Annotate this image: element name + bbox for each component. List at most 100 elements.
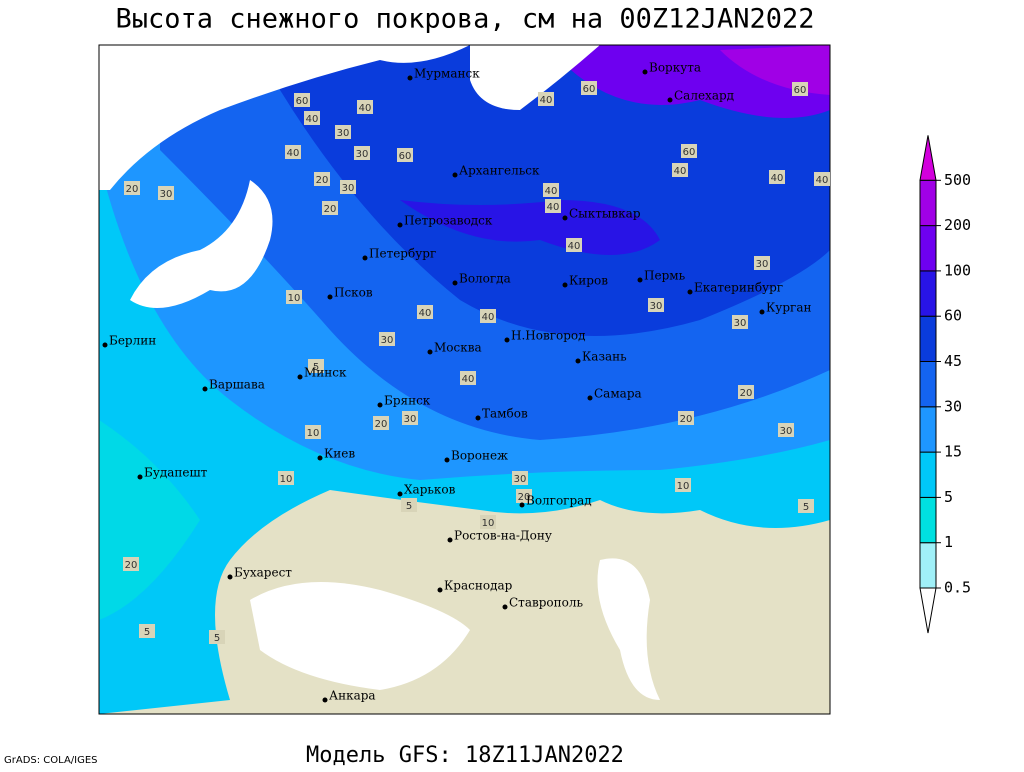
contour-label-bg (778, 423, 794, 437)
contour-label-bg (798, 499, 814, 513)
colorbar-high (919, 135, 937, 181)
colorbar-box (919, 225, 937, 272)
city-label: Казань (582, 350, 627, 364)
contour-label: 40 (482, 312, 495, 323)
city-label: Псков (334, 286, 373, 300)
city-dot (397, 222, 403, 228)
city-dot (562, 282, 568, 288)
contour-label: 10 (288, 293, 301, 304)
city-dot (452, 172, 458, 178)
colorbar-box (919, 542, 937, 589)
contour-label: 20 (316, 175, 329, 186)
contour-label-bg (357, 100, 373, 114)
city-label: Берлин (109, 334, 156, 348)
city-dot (667, 97, 673, 103)
contour-label-bg (738, 385, 754, 399)
city-dot (687, 289, 693, 295)
city-dot (447, 537, 453, 543)
contour-label-bg (285, 145, 301, 159)
contour-label-bg (379, 332, 395, 346)
city-label: Екатеринбург (694, 281, 783, 295)
contour-label: 40 (462, 374, 475, 385)
contour-label: 30 (780, 426, 793, 437)
contour-label-bg (158, 186, 174, 200)
city-dot (444, 457, 450, 463)
contour-label-bg (286, 290, 302, 304)
city-dot (575, 358, 581, 364)
city-dot (637, 277, 643, 283)
contour-label: 40 (816, 175, 829, 186)
city-label: Петрозаводск (404, 214, 493, 228)
colorbar-box (919, 315, 937, 363)
contour-label: 10 (280, 474, 293, 485)
contour-label: 30 (756, 259, 769, 270)
contour-label-bg (209, 630, 225, 644)
contour-label: 5 (803, 502, 809, 513)
contour-label: 10 (482, 518, 495, 529)
city-label: Бухарест (234, 566, 292, 580)
city-label: Пермь (644, 269, 686, 283)
city-label: Харьков (404, 483, 456, 497)
city-label: Воронеж (451, 449, 508, 463)
title: Высота снежного покрова, см на 00Z12JAN2… (116, 4, 815, 35)
contour-label: 60 (399, 151, 412, 162)
contour-label: 40 (419, 308, 432, 319)
contour-label: 60 (794, 85, 807, 96)
city-label: Сыктывкар (569, 207, 641, 221)
contour-label: 20 (518, 492, 531, 503)
contour-label-bg (123, 557, 139, 571)
city-label: Минск (304, 366, 347, 380)
contour-label: 20 (680, 414, 693, 425)
city-label: Волгоград (526, 494, 592, 508)
contour-label: 60 (683, 147, 696, 158)
city-label: Анкара (329, 689, 376, 703)
city-label: Мурманск (414, 67, 480, 81)
contour-label-bg (754, 256, 770, 270)
credit: GrADS: COLA/IGES (4, 755, 98, 766)
contour-label-bg (139, 624, 155, 638)
colorbar-box (919, 179, 937, 227)
contour-label: 30 (160, 189, 173, 200)
city-dot (642, 69, 648, 75)
contour-label: 40 (545, 186, 558, 197)
city-dot (452, 280, 458, 286)
contour-label: 40 (547, 202, 560, 213)
contour-label-bg (538, 92, 554, 106)
colorbar-label: 100 (944, 261, 971, 279)
contour-label: 40 (540, 95, 553, 106)
city-dot (322, 697, 328, 703)
contour-label-bg (732, 315, 748, 329)
contour-label-bg (417, 305, 433, 319)
colorbar-label: 15 (944, 443, 962, 461)
contour-label: 30 (404, 414, 417, 425)
city-dot (137, 474, 143, 480)
contour-label: 40 (306, 114, 319, 125)
contour-label: 60 (583, 84, 596, 95)
city-dot (362, 255, 368, 261)
city-dot (475, 415, 481, 421)
contour-label: 30 (356, 149, 369, 160)
contour-label-bg (308, 359, 324, 373)
contour-label: 40 (287, 148, 300, 159)
contour-label: 30 (342, 183, 355, 194)
contour-label-bg (278, 471, 294, 485)
city-label: Киров (569, 274, 608, 288)
contour-label-bg (304, 111, 320, 125)
contour-label: 30 (381, 335, 394, 346)
city-dot (102, 342, 108, 348)
colorbar-label: 30 (944, 397, 962, 415)
contour-label-bg (354, 146, 370, 160)
map-frame (98, 44, 831, 715)
contour-label-bg (681, 144, 697, 158)
colorbar-label: 500 (944, 171, 971, 189)
contour-label-bg (675, 478, 691, 492)
city-dot (562, 215, 568, 221)
colorbar-label: 60 (944, 307, 962, 325)
contour-label: 30 (650, 301, 663, 312)
contour-label-bg (480, 309, 496, 323)
contour-label-bg (340, 180, 356, 194)
contour-label: 20 (324, 204, 337, 215)
contour-label-bg (314, 172, 330, 186)
city-dot (202, 386, 208, 392)
